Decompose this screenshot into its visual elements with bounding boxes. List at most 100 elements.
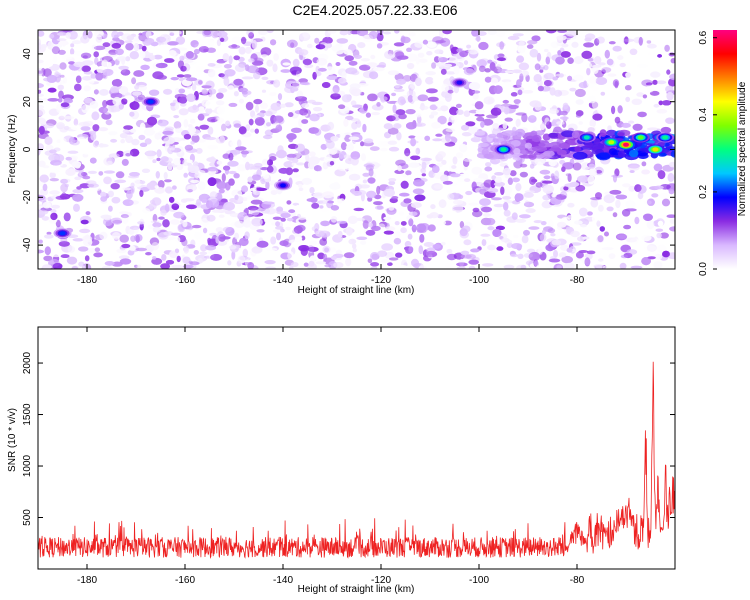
spectrogram-cell — [219, 135, 226, 144]
spectrogram-cell — [174, 103, 180, 110]
spectrogram-cell — [468, 202, 479, 206]
spectrogram-cell — [604, 191, 612, 196]
spectrogram-cell — [386, 115, 396, 122]
spectrogram-cell — [468, 47, 480, 55]
spectrogram-cell — [518, 41, 525, 46]
spectrogram-cell — [476, 35, 481, 42]
spectrogram-cell — [556, 265, 562, 269]
spectrogram-cell — [221, 173, 226, 183]
spectrogram-cell — [51, 204, 60, 209]
spectrogram-cell — [120, 86, 129, 95]
spectrogram-cell — [136, 264, 142, 269]
spectrogram-cell — [360, 240, 367, 245]
spectrogram-cell — [379, 147, 388, 152]
spectrogram-cell — [99, 89, 109, 96]
spectrogram-cell — [266, 247, 278, 251]
spectrogram-cell — [292, 157, 299, 164]
spectrogram-cell — [105, 119, 113, 126]
spectrogram-cell — [140, 64, 150, 70]
spectrogram-cell — [280, 217, 286, 222]
spectrogram-cell — [312, 71, 317, 80]
spectrogram-cell — [129, 101, 140, 110]
spectrogram-cell — [601, 247, 614, 251]
spectrogram-cell — [70, 139, 80, 146]
spectrogram-cell — [228, 178, 235, 186]
spectrogram-cell — [425, 250, 438, 258]
spectrogram-cell — [575, 251, 584, 259]
spectrogram-cell — [125, 153, 131, 157]
spectrogram-cell — [502, 167, 511, 176]
spectrogram-cell — [558, 73, 564, 78]
spectrogram-cell — [670, 58, 675, 64]
spectrogram-cell — [207, 39, 215, 46]
spectrogram-cell — [596, 220, 601, 227]
spectrogram-cell — [154, 132, 162, 140]
spectrogram-cell — [301, 119, 309, 124]
spectrogram-cell — [306, 43, 313, 49]
spectrogram-cell — [308, 156, 320, 165]
spectrogram-cell — [349, 86, 358, 95]
spectrogram-cell — [378, 62, 387, 69]
spectrogram-cell — [495, 225, 505, 231]
spectrogram-cell — [547, 219, 554, 229]
spectrogram-cell — [404, 148, 411, 157]
spectrogram-cell — [155, 171, 160, 179]
spectrogram-cell — [260, 54, 269, 59]
spectrogram-cell — [375, 234, 381, 241]
spectrogram-cell — [330, 149, 336, 154]
spectrogram-cell — [315, 261, 326, 265]
spectrogram-cell — [630, 265, 643, 269]
spectrogram-cell — [330, 205, 340, 211]
spectrogram-cell — [544, 48, 549, 53]
spectrogram-cell — [400, 227, 407, 234]
spectrogram-cell — [139, 180, 146, 185]
x-tick-label: -180 — [77, 275, 97, 286]
spectrogram-cell — [155, 62, 168, 69]
spectrogram-cell — [456, 109, 464, 115]
spectrogram-cell — [393, 88, 405, 92]
spectrogram-cell — [427, 224, 436, 232]
spectrogram-cell — [123, 125, 133, 130]
spectrogram-cell — [207, 145, 219, 150]
spectrogram-cell — [553, 249, 558, 258]
spectrogram-cell — [68, 61, 75, 65]
spectrogram-cell — [245, 46, 252, 54]
spectrogram-cell — [146, 116, 158, 126]
spectrogram-cell — [327, 121, 335, 131]
spectrogram-cell — [594, 38, 600, 46]
spectrogram-cells — [38, 30, 675, 269]
spectrogram-cell — [38, 93, 45, 97]
spectrogram-cell — [657, 220, 664, 227]
x-tick-label: -180 — [77, 575, 97, 586]
spectrogram-cell — [441, 159, 447, 165]
spectrogram-cell — [492, 229, 502, 237]
spectrogram-cell — [65, 32, 71, 39]
spectrogram-cell — [317, 252, 325, 260]
spectrogram-cell — [63, 116, 75, 120]
spectrogram-cell — [615, 233, 628, 241]
spectrogram-cell — [656, 244, 667, 253]
spectrogram-cell — [228, 245, 237, 250]
spectrogram-cell — [117, 31, 124, 36]
spectrogram-cell — [432, 165, 440, 174]
spectrogram-cell — [259, 167, 269, 171]
spectrogram-cell — [579, 207, 588, 217]
spectrogram-cell — [165, 260, 175, 265]
spectrogram-cell — [85, 211, 91, 216]
snr-series-line — [38, 361, 675, 560]
spectrogram-cell — [451, 165, 457, 169]
spectrogram-cell — [377, 250, 388, 257]
spectrogram-cell — [152, 256, 157, 260]
spectrogram-cell — [468, 265, 476, 269]
spectrogram-cell — [95, 35, 103, 43]
spectrogram-cell — [237, 255, 246, 264]
spectrogram-cell — [574, 220, 583, 225]
spectrogram-cell — [482, 263, 494, 267]
spectrogram-cell — [551, 193, 557, 198]
spectrogram-cell — [570, 230, 580, 238]
spectrogram-cell — [103, 170, 115, 174]
spectrogram-cell — [369, 71, 379, 80]
spectrogram-cell — [534, 158, 546, 166]
spectrogram-cell — [50, 209, 57, 214]
